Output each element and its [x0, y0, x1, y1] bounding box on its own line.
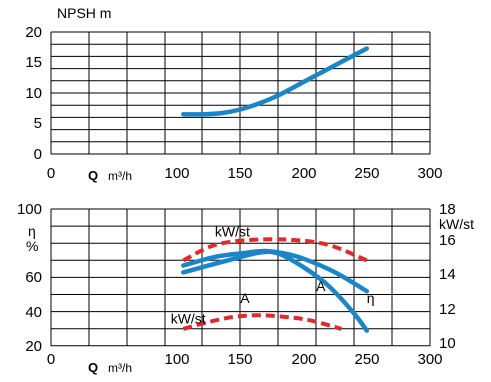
efficiency-series-group: [181, 237, 370, 333]
eff-y-tick: 40: [25, 304, 42, 321]
npsh-x-tick: 200: [291, 165, 316, 182]
eff-x-label-q: Q: [88, 360, 98, 375]
eff-axis-label-eta: η: [28, 223, 36, 239]
npsh-x-tick: 0: [47, 165, 55, 182]
eff-x-tick: 300: [417, 351, 442, 368]
npsh-series-group: [181, 46, 370, 117]
efficiency-curve-line: [181, 249, 370, 333]
npsh-x-label-q: Q: [88, 168, 98, 183]
npsh-axis-label: NPSH m: [57, 5, 111, 21]
eff-y-tick: 60: [25, 269, 42, 286]
npsh-curve-line: [181, 46, 370, 117]
curve-annotation-label: A: [240, 290, 250, 306]
curve-annotation-label: kW/st: [215, 223, 250, 239]
efficiency-annotations: kW/st A Aη kW/st: [171, 223, 375, 326]
npsh-x-label-unit: m³/h: [108, 169, 132, 183]
curve-annotation-label: η: [367, 290, 375, 306]
npsh-y-tick: 5: [34, 115, 42, 132]
npsh-y-tick: 10: [25, 85, 42, 102]
eff-x-tick: 0: [47, 351, 55, 368]
npsh-x-tick: 300: [417, 165, 442, 182]
eff-x-label-unit: m³/h: [108, 361, 132, 375]
npsh-x-tick: 250: [354, 165, 379, 182]
power-curve-line: [182, 237, 368, 263]
eff-x-tick: 100: [164, 351, 189, 368]
npsh-panel: NPSH m 0: [25, 5, 442, 183]
npsh-x-tick: 150: [227, 165, 252, 182]
eff-axis-label-pct: %: [26, 238, 38, 254]
eff-y-tick: 20: [25, 338, 42, 355]
power-y-tick: 14: [439, 266, 456, 283]
eff-x-tick: 150: [227, 351, 252, 368]
curve-annotation-label: kW/st: [171, 311, 206, 327]
eff-x-tick: 200: [291, 351, 316, 368]
power-y-tick: 12: [439, 301, 456, 318]
power-axis-label: kW/st: [439, 216, 474, 232]
power-y-tick: 18: [439, 201, 456, 218]
efficiency-panel: 100 60 40 20 η % 18 kW/st 16 14 12 10 0 …: [17, 201, 474, 375]
npsh-y-tick: 20: [25, 24, 42, 41]
npsh-grid: [50, 31, 431, 155]
eff-y-tick: 100: [17, 201, 42, 218]
npsh-x-tick: 100: [164, 165, 189, 182]
curve-annotation-label: A: [316, 278, 326, 294]
efficiency-grid: [50, 208, 431, 347]
eff-x-tick: 250: [354, 351, 379, 368]
efficiency-curve-line: [181, 248, 370, 294]
power-y-tick: 10: [439, 335, 456, 352]
power-curve-line: [182, 313, 342, 331]
npsh-y-tick: 15: [25, 54, 42, 71]
power-y-tick: 16: [439, 232, 456, 249]
npsh-y-tick: 0: [34, 146, 42, 163]
